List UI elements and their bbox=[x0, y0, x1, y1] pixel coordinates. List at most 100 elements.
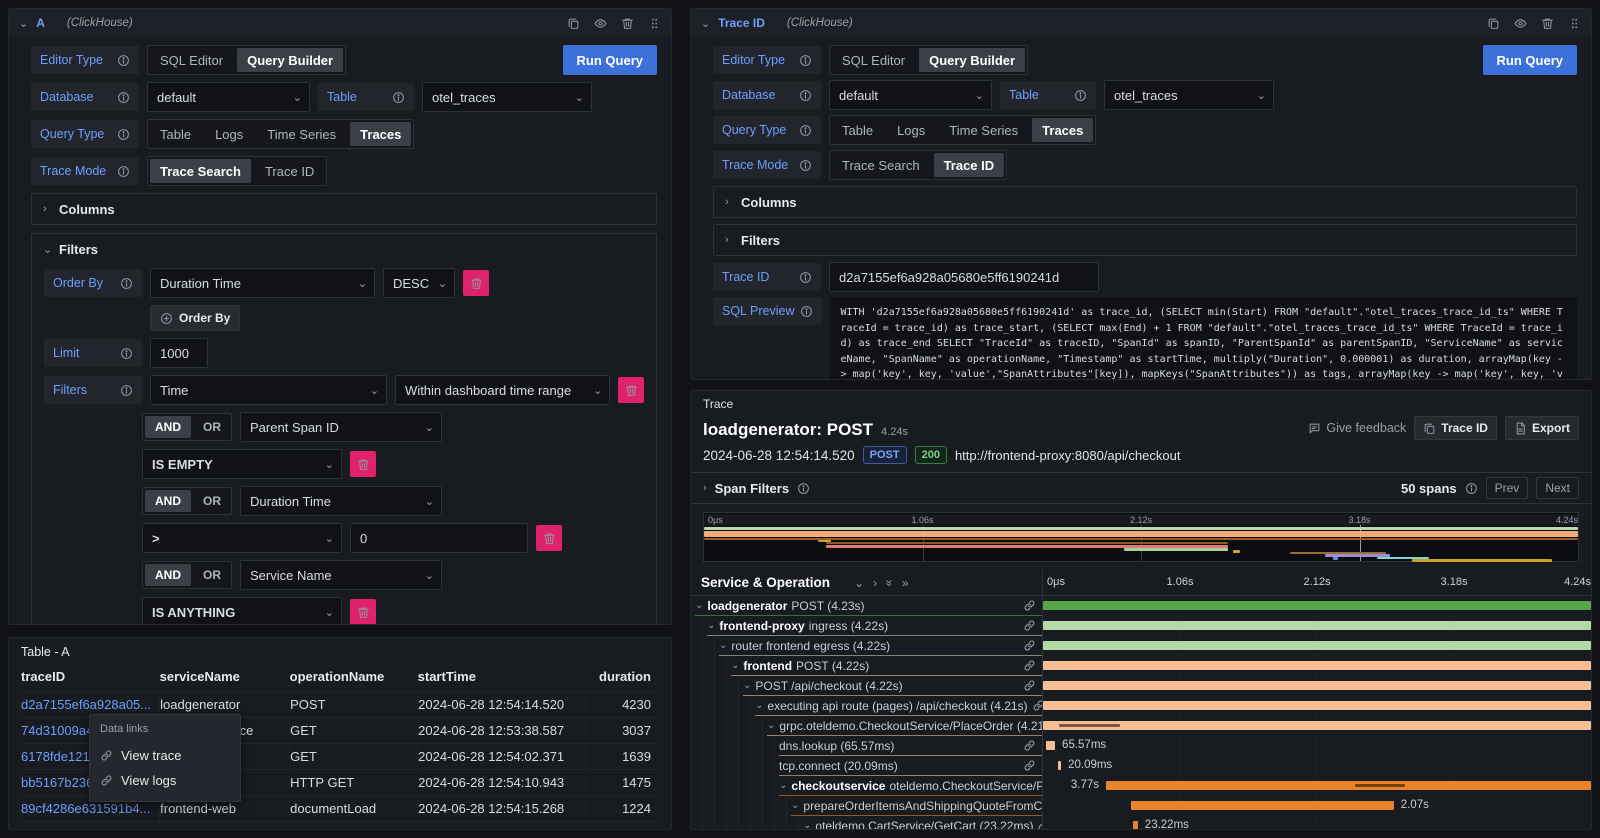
span-gantt-cell[interactable]: 20.09ms bbox=[1043, 756, 1591, 776]
add-order-by-button[interactable]: Order By bbox=[150, 305, 241, 331]
column-header-startTime[interactable]: startTime bbox=[417, 664, 586, 692]
remove-order-by-button[interactable] bbox=[463, 270, 489, 296]
drag-handle-icon[interactable] bbox=[1568, 17, 1581, 30]
drag-handle-icon[interactable] bbox=[648, 17, 661, 30]
column-header-operationName[interactable]: operationName bbox=[289, 664, 418, 692]
run-query-button[interactable]: Run Query bbox=[562, 45, 657, 75]
or-option[interactable]: OR bbox=[203, 494, 221, 508]
database-select[interactable]: default ⌄ bbox=[147, 82, 310, 112]
segment-option-trace-search[interactable]: Trace Search bbox=[150, 159, 251, 183]
toggle-visibility-icon[interactable] bbox=[1514, 17, 1527, 30]
condition-field-select[interactable]: Service Name ⌄ bbox=[240, 560, 442, 590]
span-gantt-cell[interactable] bbox=[1043, 696, 1591, 716]
span-name-cell[interactable]: ⌄ prepareOrderItemsAndShippingQuoteFromC… bbox=[691, 796, 1043, 816]
export-button[interactable]: Export bbox=[1504, 416, 1579, 440]
give-feedback-link[interactable]: Give feedback bbox=[1308, 421, 1406, 435]
collapse-chevron-icon[interactable]: ⌄ bbox=[701, 17, 711, 30]
limit-input[interactable] bbox=[150, 338, 208, 368]
span-link-icon[interactable] bbox=[1023, 599, 1042, 612]
segment-option-time-series[interactable]: Time Series bbox=[267, 126, 337, 142]
filters-section-header[interactable]: ⌄ Filters bbox=[43, 241, 99, 257]
span-name-cell[interactable]: ⌄ executing api route (pages) /api/check… bbox=[691, 696, 1043, 716]
span-link-icon[interactable] bbox=[1032, 699, 1042, 712]
condition-operator-select[interactable]: IS ANYTHING ⌄ bbox=[142, 597, 342, 624]
trace-minimap[interactable]: 0μs 1.06s 2.12s 3.18s 4.24s bbox=[703, 512, 1579, 562]
remove-condition-button[interactable] bbox=[350, 599, 376, 624]
delete-query-icon[interactable] bbox=[621, 17, 634, 30]
condition-value-input[interactable] bbox=[350, 523, 528, 553]
span-name-cell[interactable]: ⌄ loadgenerator POST (4.23s) bbox=[691, 596, 1043, 616]
sql-editor-option[interactable]: SQL Editor bbox=[842, 52, 906, 68]
segment-option-logs[interactable]: Logs bbox=[215, 126, 244, 142]
data-link-view-logs[interactable]: View logs bbox=[100, 768, 230, 793]
condition-operator-select[interactable]: IS EMPTY ⌄ bbox=[142, 449, 342, 479]
trace-id-link[interactable]: 89cf4286e631591b4... bbox=[21, 795, 161, 822]
collapse-chevron-icon[interactable]: ⌄ bbox=[19, 17, 29, 30]
order-by-direction-select[interactable]: DESC ⌄ bbox=[383, 268, 455, 298]
expand-one-icon[interactable]: › bbox=[873, 575, 878, 590]
segment-option-table[interactable]: Table bbox=[160, 126, 192, 142]
data-link-view-trace[interactable]: View trace bbox=[100, 743, 230, 768]
span-gantt-cell[interactable]: 3.77s bbox=[1043, 776, 1591, 796]
span-link-icon[interactable] bbox=[1023, 619, 1042, 632]
span-gantt-cell[interactable] bbox=[1043, 596, 1591, 616]
duplicate-query-icon[interactable] bbox=[567, 17, 580, 30]
span-gantt-cell[interactable] bbox=[1043, 636, 1591, 656]
condition-operator-select[interactable]: > ⌄ bbox=[142, 523, 342, 553]
remove-condition-button[interactable] bbox=[536, 525, 562, 551]
collapse-all-icon[interactable]: » bbox=[882, 579, 897, 586]
segment-option-trace-id[interactable]: Trace ID bbox=[933, 153, 1005, 177]
column-header-serviceName[interactable]: serviceName bbox=[159, 664, 290, 692]
toggle-visibility-icon[interactable] bbox=[594, 17, 607, 30]
and-option[interactable]: AND bbox=[145, 416, 191, 438]
span-gantt-cell[interactable]: 65.57ms bbox=[1043, 736, 1591, 756]
span-filters-label[interactable]: Span Filters bbox=[714, 480, 790, 496]
span-link-icon[interactable] bbox=[1023, 659, 1042, 672]
column-header-duration[interactable]: duration bbox=[585, 664, 659, 692]
columns-section-header[interactable]: › Columns bbox=[43, 201, 115, 217]
span-link-icon[interactable] bbox=[1023, 639, 1042, 652]
remove-condition-button[interactable] bbox=[350, 451, 376, 477]
duplicate-query-icon[interactable] bbox=[1487, 17, 1500, 30]
span-gantt-cell[interactable]: 2.07s bbox=[1043, 796, 1591, 816]
segment-option-traces[interactable]: Traces bbox=[350, 122, 412, 146]
span-name-cell[interactable]: ⌄ checkoutservice oteldemo.CheckoutServi… bbox=[691, 776, 1043, 796]
condition-field-select[interactable]: Duration Time ⌄ bbox=[240, 486, 442, 516]
span-gantt-cell[interactable] bbox=[1043, 676, 1591, 696]
span-name-cell[interactable]: tcp.connect (20.09ms) bbox=[691, 756, 1043, 776]
prev-button[interactable]: Prev bbox=[1485, 477, 1529, 499]
span-name-cell[interactable]: ⌄ POST /api/checkout (4.22s) bbox=[691, 676, 1043, 696]
chevron-right-icon[interactable]: › bbox=[703, 482, 707, 494]
segment-option-logs[interactable]: Logs bbox=[897, 122, 926, 138]
collapse-one-icon[interactable]: ⌄ bbox=[854, 575, 865, 590]
and-option[interactable]: AND bbox=[145, 490, 191, 512]
segment-option-time-series[interactable]: Time Series bbox=[949, 122, 1019, 138]
segment-option-trace-id[interactable]: Trace ID bbox=[264, 163, 315, 179]
trace-id-button[interactable]: Trace ID bbox=[1414, 416, 1497, 440]
span-name-cell[interactable]: dns.lookup (65.57ms) bbox=[691, 736, 1043, 756]
span-name-cell[interactable]: ⌄ frontend-proxy ingress (4.22s) bbox=[691, 616, 1043, 636]
trace-id-link[interactable]: 3ca7acfc91941996c... bbox=[21, 821, 161, 829]
span-name-cell[interactable]: ⌄ frontend POST (4.22s) bbox=[691, 656, 1043, 676]
filters-section-header[interactable]: › Filters bbox=[725, 232, 781, 248]
next-button[interactable]: Next bbox=[1536, 477, 1579, 499]
and-option[interactable]: AND bbox=[145, 564, 191, 586]
delete-query-icon[interactable] bbox=[1541, 17, 1554, 30]
span-link-icon[interactable] bbox=[1023, 759, 1042, 772]
table-select[interactable]: otel_traces ⌄ bbox=[422, 82, 592, 112]
or-option[interactable]: OR bbox=[203, 568, 221, 582]
span-gantt-cell[interactable] bbox=[1043, 656, 1591, 676]
span-gantt-cell[interactable]: 23.22ms bbox=[1043, 816, 1591, 829]
columns-section-header[interactable]: › Columns bbox=[725, 194, 797, 210]
condition-field-select[interactable]: Parent Span ID ⌄ bbox=[240, 412, 442, 442]
filter-field-select[interactable]: Time ⌄ bbox=[150, 375, 388, 405]
span-link-icon[interactable] bbox=[1023, 679, 1042, 692]
remove-filter-button[interactable] bbox=[618, 377, 644, 403]
segment-option-traces[interactable]: Traces bbox=[1032, 118, 1094, 142]
span-name-cell[interactable]: ⌄ oteldemo.CartService/GetCart (23.22ms) bbox=[691, 816, 1043, 829]
run-query-button[interactable]: Run Query bbox=[1482, 45, 1577, 75]
span-gantt-cell[interactable] bbox=[1043, 716, 1591, 736]
span-name-cell[interactable]: ⌄ grpc.oteldemo.CheckoutService/PlaceOrd… bbox=[691, 716, 1043, 736]
span-link-icon[interactable] bbox=[1037, 819, 1042, 829]
segment-option-table[interactable]: Table bbox=[842, 122, 874, 138]
